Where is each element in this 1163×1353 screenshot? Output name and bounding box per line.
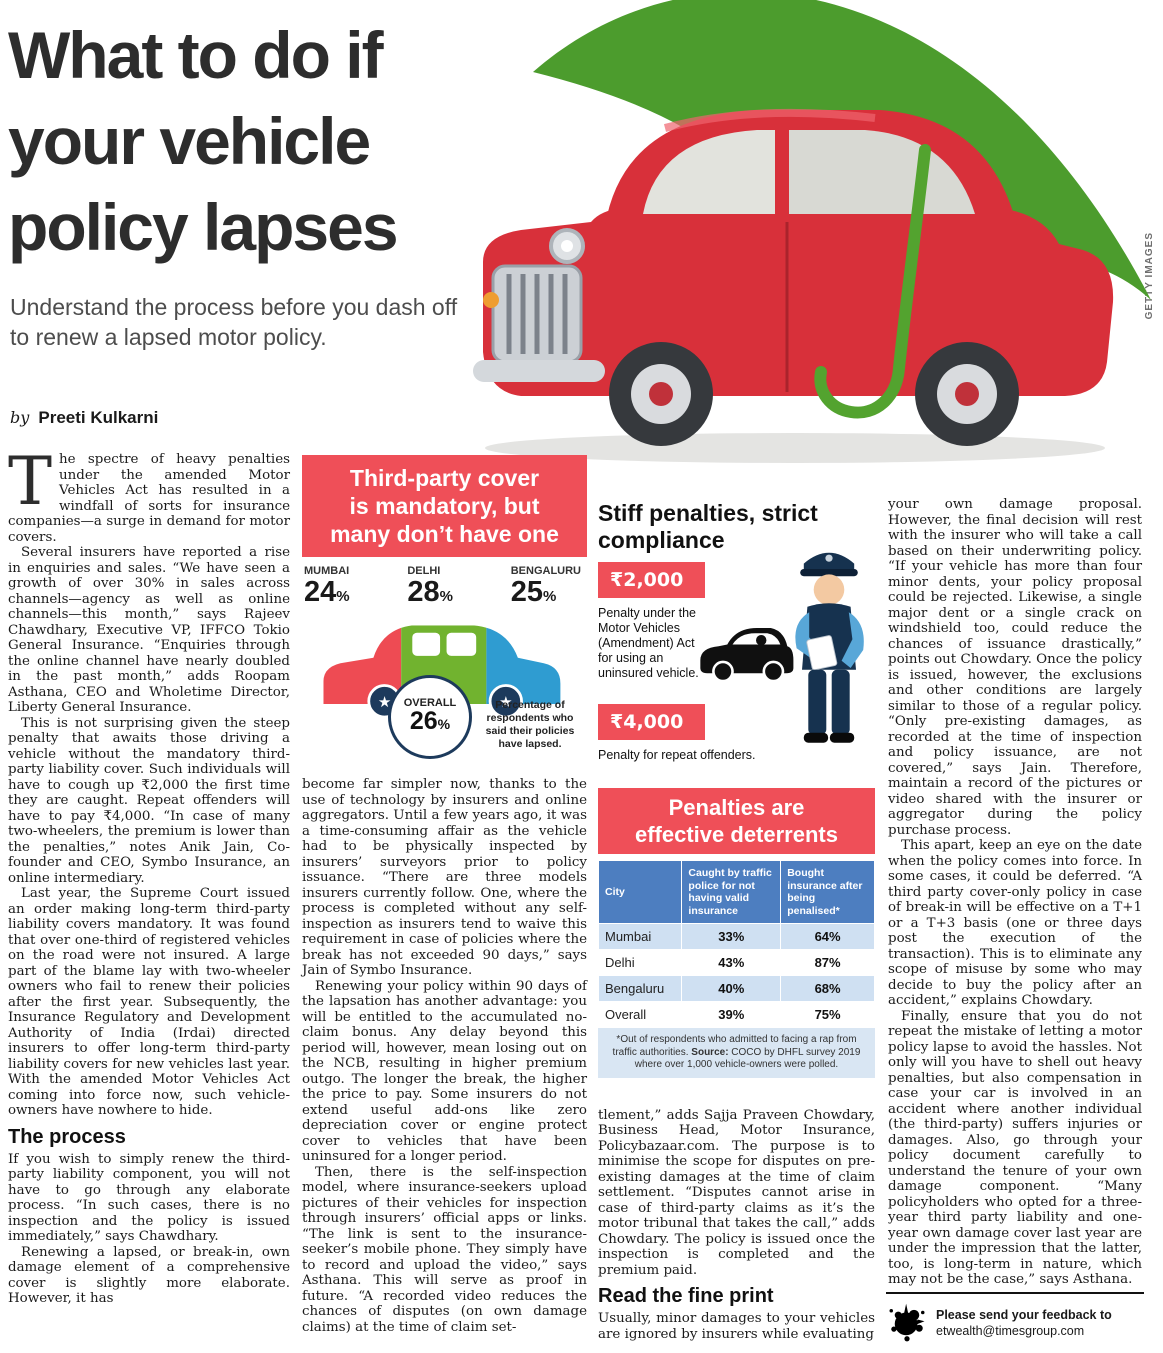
header-cell-caught: Caught by traffic police for not having … <box>681 860 782 924</box>
column-3-text: tlement,” adds Sajja Praveen Chowdary, B… <box>598 1108 875 1343</box>
car-umbrella-illustration <box>473 0 1151 463</box>
penalties-table-block: Penalties are effective deterrents City … <box>597 788 875 1078</box>
hero-car-icon <box>473 108 1114 446</box>
page-title: What to do if your vehicle policy lapses <box>8 12 399 270</box>
headline-line: policy lapses <box>8 190 399 264</box>
cell-city: Delhi <box>597 949 683 976</box>
feedback-email: etwealth@timesgroup.com <box>936 1324 1085 1338</box>
feedback-strip: Please send your feedback to etwealth@ti… <box>886 1292 1144 1344</box>
tricolor-car-graphic: ★ ★ <box>316 615 566 723</box>
penalty-amount-first: ₹2,000 <box>598 562 706 598</box>
column-2-text: become far simpler now, thanks to the us… <box>302 777 587 1335</box>
penalties-table: City Caught by traffic police for not ha… <box>597 860 875 1028</box>
headline-line: your vehicle <box>8 104 371 178</box>
table-title-line: Penalties are <box>668 795 805 820</box>
table-row: Mumbai 33% 64% <box>597 923 875 950</box>
byline: by Preeti Kulkarni <box>10 408 158 428</box>
article-column-3: Stiff penalties, strict compliance ₹2,00… <box>597 500 875 1343</box>
paragraph: Last year, the Supreme Court issued an o… <box>8 886 290 1118</box>
penalties-heading: Stiff penalties, strict compliance <box>598 500 818 553</box>
svg-text:★: ★ <box>499 694 512 711</box>
cell-value: 43% <box>681 949 782 976</box>
city-stat-mumbai: MUMBAI 24% <box>304 565 350 608</box>
byline-prefix: by <box>10 408 30 427</box>
article-column-4: your own damage proposal. However, the f… <box>888 497 1142 1288</box>
svg-text:★: ★ <box>378 694 391 711</box>
police-officer-icon <box>795 552 864 743</box>
cell-city: Bengaluru <box>597 975 683 1002</box>
overall-stat: OVERALL 26% <box>388 675 472 759</box>
table-row: Delhi 43% 87% <box>597 949 875 976</box>
byline-author: Preeti Kulkarni <box>38 408 159 427</box>
infographic-title-line: many don’t have one <box>330 521 559 547</box>
paragraph: Then, there is the self-inspection model… <box>302 1164 587 1335</box>
penalties-infographic: Stiff penalties, strict compliance ₹2,00… <box>598 500 875 788</box>
cell-value: 39% <box>681 1001 782 1028</box>
table-row: Bengaluru 40% 68% <box>597 975 875 1002</box>
tricolor-car-icon: ★ ★ <box>323 625 561 719</box>
infographic-title: Third-party cover is mandatory, but many… <box>302 455 587 557</box>
header-cell-city: City <box>597 860 683 924</box>
paragraph: Usually, minor damages to your vehicles … <box>598 1311 875 1342</box>
section-heading-fine-print: Read the fine print <box>598 1285 774 1307</box>
hero-image <box>455 0 1155 475</box>
uninsured-car-graphic <box>696 620 796 687</box>
city-stat-delhi: DELHI 28% <box>407 565 453 608</box>
city-stats-row: MUMBAI 24% DELHI 28% BENGALURU 25% <box>302 557 587 612</box>
wheel-badge-icon: ★ <box>488 684 523 719</box>
paragraph: Finally, ensure that you do not repeat t… <box>888 1008 1142 1288</box>
cell-city: Overall <box>597 1001 683 1028</box>
paragraph: Renewing your policy within 90 days of t… <box>302 978 587 1165</box>
source-label: Source: <box>691 1046 729 1058</box>
cell-value: 40% <box>681 975 782 1002</box>
table-title: Penalties are effective deterrents <box>598 788 875 854</box>
infographic-title-line: Third-party cover <box>349 465 540 491</box>
paragraph: This is not surprising given the steep p… <box>8 715 290 886</box>
article-column-2: Third-party cover is mandatory, but many… <box>302 455 587 1335</box>
paragraph: Several insurers have reported a rise in… <box>8 545 290 715</box>
cell-value: 75% <box>780 1001 875 1028</box>
infographic-title-line: is mandatory, but <box>349 493 540 519</box>
table-footnote: *Out of respondents who admitted to faci… <box>598 1028 875 1078</box>
table-row: Overall 39% 75% <box>597 1001 875 1028</box>
penalty-amount-repeat: ₹4,000 <box>598 704 706 740</box>
subheadline: Understand the process before you dash o… <box>10 294 458 350</box>
paragraph: your own damage proposal. However, the f… <box>888 497 1142 838</box>
city-stat-bengaluru: BENGALURU 25% <box>510 565 581 608</box>
feedback-text: Please send your feedback to etwealth@ti… <box>936 1307 1112 1339</box>
feedback-line: Please send your feedback to <box>936 1308 1112 1322</box>
paragraph: tlement,” adds Sajja Praveen Chowdary, B… <box>598 1107 875 1278</box>
cell-value: 87% <box>780 949 875 976</box>
penalty-caption-first: Penalty under the Motor Vehicles (Amendm… <box>598 606 699 680</box>
section-heading-process: The process <box>8 1125 126 1148</box>
cell-value: 68% <box>780 975 875 1002</box>
lapsed-policy-infographic: Third-party cover is mandatory, but many… <box>302 455 587 767</box>
drop-cap: T <box>8 443 53 520</box>
table-header-row: City Caught by traffic police for not ha… <box>597 860 875 924</box>
penalty-caption-repeat: Penalty for repeat offenders. <box>598 748 756 762</box>
cell-city: Mumbai <box>597 923 683 950</box>
cell-value: 64% <box>780 923 875 950</box>
paragraph: become far simpler now, thanks to the us… <box>302 777 587 978</box>
paragraph: Renewing a lapsed, or break-in, own dama… <box>8 1244 290 1307</box>
umbrella-handle-icon <box>814 144 931 419</box>
ink-splat-icon <box>889 1303 925 1342</box>
header-cell-bought: Bought insurance after being penalised* <box>780 860 875 924</box>
black-car-icon <box>700 628 794 683</box>
paragraph: If you wish to simply renew the third-pa… <box>8 1151 290 1245</box>
traffic-police-graphic <box>784 532 874 754</box>
infographic-body: MUMBAI 24% DELHI 28% BENGALURU 25% <box>302 557 587 767</box>
headline-line: What to do if <box>8 18 384 92</box>
paragraph: This apart, keep an eye on the date when… <box>888 838 1142 1008</box>
infographic-caption: Percentage of respondents who said their… <box>485 699 575 750</box>
cell-value: 33% <box>681 923 782 950</box>
table-title-line: effective deterrents <box>635 822 838 847</box>
